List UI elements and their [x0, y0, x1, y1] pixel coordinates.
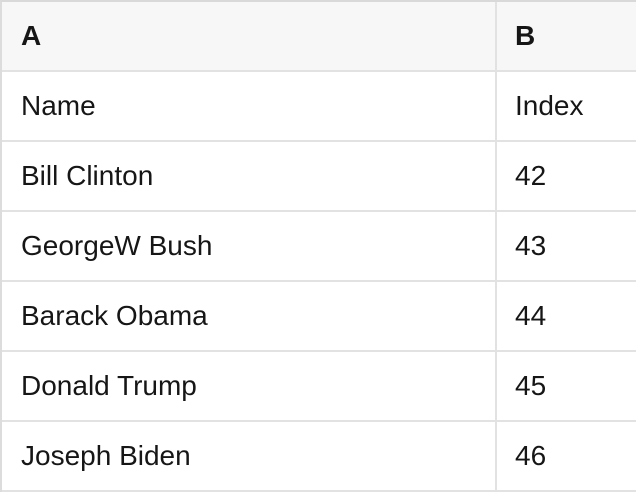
table-row-donald-trump: Donald Trump 45 [2, 352, 636, 422]
table-row-georgew-bush: GeorgeW Bush 43 [2, 212, 636, 282]
cell-name-value[interactable]: Joseph Biden [2, 422, 497, 492]
cell-index-value[interactable]: 43 [497, 212, 636, 282]
cell-name-value[interactable]: Bill Clinton [2, 142, 497, 212]
column-header-row: A B [2, 2, 636, 72]
cell-index-value[interactable]: 46 [497, 422, 636, 492]
table-row-field-names: Name Index [2, 72, 636, 142]
cell-name-value[interactable]: GeorgeW Bush [2, 212, 497, 282]
table-row-joseph-biden: Joseph Biden 46 [2, 422, 636, 492]
cell-index-value[interactable]: 42 [497, 142, 636, 212]
column-header-a[interactable]: A [2, 2, 497, 72]
table-row-barack-obama: Barack Obama 44 [2, 282, 636, 352]
cell-name-label[interactable]: Name [2, 72, 497, 142]
column-header-b[interactable]: B [497, 2, 636, 72]
cell-name-value[interactable]: Barack Obama [2, 282, 497, 352]
cell-index-label[interactable]: Index [497, 72, 636, 142]
cell-index-value[interactable]: 45 [497, 352, 636, 422]
cell-name-value[interactable]: Donald Trump [2, 352, 497, 422]
cell-index-value[interactable]: 44 [497, 282, 636, 352]
table-row-bill-clinton: Bill Clinton 42 [2, 142, 636, 212]
